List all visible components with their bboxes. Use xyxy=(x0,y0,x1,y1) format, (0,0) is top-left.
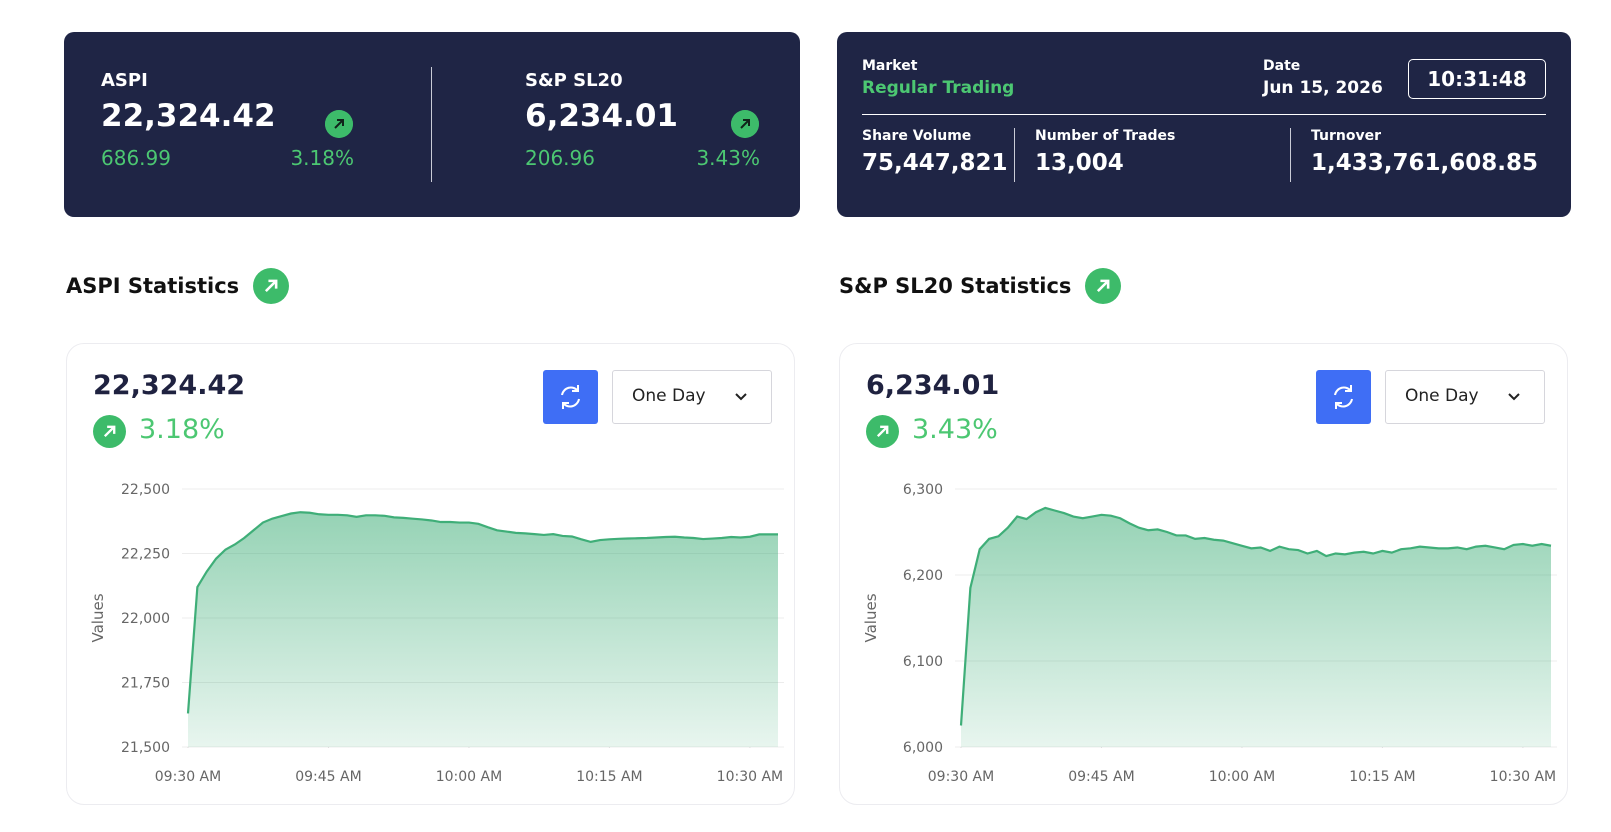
up-icon xyxy=(325,110,353,138)
panel-value: 22,324.42 xyxy=(93,370,246,401)
period-label: One Day xyxy=(632,386,706,406)
section-heading: ASPI Statistics xyxy=(66,268,290,304)
icon-arrow xyxy=(103,425,116,438)
icon-arrow xyxy=(265,279,278,293)
index-change: 206.96 xyxy=(525,146,595,170)
up-icon xyxy=(731,110,759,138)
x-tick-label: 09:45 AM xyxy=(295,769,361,785)
section-title: ASPI Statistics xyxy=(66,274,240,298)
stat-value: 13,004 xyxy=(1035,150,1124,176)
icon-arrow xyxy=(1097,279,1110,293)
refresh-button[interactable] xyxy=(543,370,598,424)
panel-percent: 3.43% xyxy=(912,414,998,445)
date-label: Date xyxy=(1263,58,1301,74)
stat-value: 1,433,761,608.85 xyxy=(1311,150,1538,176)
x-tick-label: 09:45 AM xyxy=(1068,769,1134,785)
y-tick-label: 6,100 xyxy=(903,654,943,670)
chart-panel: 6,234.01 3.43% One Day 6,000 6,100 6,200 6,300… xyxy=(839,343,1568,805)
x-tick-label: 10:30 AM xyxy=(717,769,783,785)
period-dropdown[interactable]: One Day xyxy=(1385,370,1545,424)
icon-arrow xyxy=(876,425,889,438)
y-tick-label: 22,000 xyxy=(121,611,170,627)
section-title: S&P SL20 Statistics xyxy=(839,274,1072,298)
panel-percent: 3.18% xyxy=(139,414,225,445)
refresh-icon xyxy=(561,385,580,409)
x-tick-label: 10:15 AM xyxy=(1349,769,1415,785)
index-percent: 3.18% xyxy=(290,146,354,170)
y-tick-label: 22,500 xyxy=(121,482,170,498)
index-card: ASPI 22,324.42 686.99 3.18% S&P SL20 6,2… xyxy=(64,32,800,217)
stat-value: 75,447,821 xyxy=(862,150,1008,176)
y-axis-label: Values xyxy=(862,593,880,642)
market-status: Regular Trading xyxy=(862,78,1015,98)
x-tick-label: 10:00 AM xyxy=(436,769,502,785)
refresh-button[interactable] xyxy=(1316,370,1371,424)
x-tick-label: 10:30 AM xyxy=(1490,769,1556,785)
chevron xyxy=(735,393,747,401)
chevron xyxy=(1508,393,1520,401)
divider xyxy=(862,114,1546,115)
period-dropdown[interactable]: One Day xyxy=(612,370,772,424)
period-label: One Day xyxy=(1405,386,1479,406)
up-icon xyxy=(866,415,899,448)
x-tick-label: 09:30 AM xyxy=(155,769,221,785)
stat-label: Number of Trades xyxy=(1035,128,1176,144)
line xyxy=(959,506,1552,726)
stat-label: Share Volume xyxy=(862,128,972,144)
index-change: 686.99 xyxy=(101,146,171,170)
index-value: 6,234.01 xyxy=(525,98,678,134)
index-percent: 3.43% xyxy=(696,146,760,170)
up-icon xyxy=(1085,268,1122,304)
y-tick-label: 22,250 xyxy=(121,547,170,563)
x-tick-label: 09:30 AM xyxy=(928,769,994,785)
stat-label: Turnover xyxy=(1311,128,1381,144)
y-tick-label: 21,500 xyxy=(121,740,170,756)
chart-panel: 22,324.42 3.18% One Day 21,500 21,750 22,000 2… xyxy=(66,343,795,805)
y-axis-label: Values xyxy=(89,593,107,642)
date: Jun 15, 2026 xyxy=(1263,78,1383,98)
divider xyxy=(1290,128,1291,182)
refresh-icon xyxy=(1334,385,1353,409)
y-tick-label: 6,000 xyxy=(903,740,943,756)
index-name: ASPI xyxy=(101,70,148,91)
x-tick-label: 10:15 AM xyxy=(576,769,642,785)
line xyxy=(186,511,778,714)
y-tick-label: 6,200 xyxy=(903,568,943,584)
up-icon xyxy=(93,415,126,448)
market-label: Market xyxy=(862,58,918,74)
divider xyxy=(431,67,432,182)
area-fill xyxy=(188,512,778,747)
y-tick-label: 21,750 xyxy=(121,676,170,692)
divider xyxy=(1014,128,1015,182)
panel-value: 6,234.01 xyxy=(866,370,1000,401)
area-fill xyxy=(961,507,1551,747)
y-tick-label: 6,300 xyxy=(903,482,943,498)
up-icon xyxy=(253,268,290,304)
x-tick-label: 10:00 AM xyxy=(1209,769,1275,785)
index-name: S&P SL20 xyxy=(525,70,623,91)
market-card: Market Regular Trading Date Jun 15, 2026… xyxy=(837,32,1571,217)
index-value: 22,324.42 xyxy=(101,98,276,134)
clock: 10:31:48 xyxy=(1408,59,1546,99)
section-heading: S&P SL20 Statistics xyxy=(839,268,1122,304)
